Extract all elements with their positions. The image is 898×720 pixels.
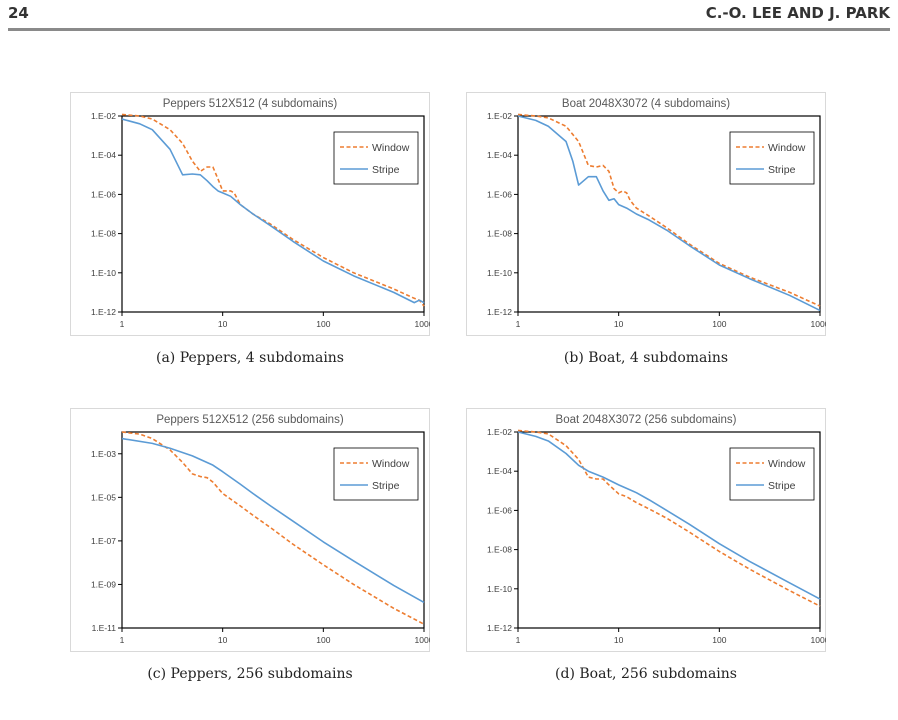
plot-area: [517, 115, 821, 313]
series-line-window: [121, 113, 425, 307]
plot-area: [517, 431, 821, 629]
chart-title: Boat 2048X3072 (4 subdomains): [562, 98, 730, 110]
legend-label: Window: [372, 142, 410, 154]
legend-label: Window: [372, 458, 410, 470]
chart-title: Peppers 512X512 (256 subdomains): [156, 414, 343, 426]
x-tick-label: 1000: [415, 319, 430, 329]
y-tick-label: 1.E-04: [91, 150, 116, 160]
x-tick-label: 1000: [415, 635, 430, 645]
y-tick-label: 1.E-03: [91, 449, 116, 459]
chart-title: Peppers 512X512 (4 subdomains): [163, 98, 338, 110]
y-tick-label: 1.E-04: [487, 466, 512, 476]
legend-label: Window: [768, 458, 806, 470]
y-tick-label: 1.E-08: [91, 229, 116, 239]
y-tick-label: 1.E-10: [91, 268, 116, 278]
y-tick-label: 1.E-02: [487, 427, 512, 437]
series-line-stripe: [121, 118, 425, 304]
page-header: 24 C.-O. LEE AND J. PARK: [0, 0, 898, 40]
legend-label: Stripe: [372, 164, 400, 176]
chart-area: [466, 92, 826, 336]
x-tick-label: 10: [218, 635, 228, 645]
plot-area: [121, 115, 425, 313]
y-tick-label: 1.E-06: [487, 189, 512, 199]
y-tick-label: 1.E-08: [487, 229, 512, 239]
x-tick-label: 100: [316, 319, 330, 329]
x-tick-label: 10: [218, 319, 228, 329]
y-tick-label: 1.E-07: [91, 536, 116, 546]
y-tick-label: 1.E-06: [487, 505, 512, 515]
chart-panel: Boat 2048X3072 (4 subdomains) 1.E-02 1.E-0…: [466, 92, 826, 366]
y-tick-label: 1.E-11: [92, 623, 117, 633]
y-tick-label: 1.E-10: [487, 584, 512, 594]
legend: [333, 447, 419, 501]
page-number: 24: [8, 4, 29, 22]
x-tick-label: 100: [316, 635, 330, 645]
series-line-stripe: [517, 115, 821, 312]
y-tick-label: 1.E-10: [487, 268, 512, 278]
chart-panel: Boat 2048X3072 (256 subdomains) 1.E-02 1.E…: [466, 408, 826, 682]
y-tick-label: 1.E-02: [487, 111, 512, 121]
plot-area: [121, 431, 425, 629]
y-tick-label: 1.E-12: [91, 307, 116, 317]
series-line-window: [517, 113, 821, 307]
y-tick-label: 1.E-12: [487, 623, 512, 633]
legend-label: Stripe: [768, 480, 796, 492]
running-head: C.-O. LEE AND J. PARK: [705, 4, 890, 22]
chart: Peppers 512X512 (256 subdomains) 1.E-03 1.…: [70, 408, 430, 652]
x-tick-label: 1000: [811, 319, 826, 329]
figure-caption: (b) Boat, 4 subdomains: [563, 350, 729, 366]
legend: [729, 447, 815, 501]
y-tick-label: 1.E-12: [487, 307, 512, 317]
figure-caption: (d) Boat, 256 subdomains: [555, 666, 737, 682]
series-line-stripe: [517, 431, 821, 600]
x-tick-label: 10: [614, 635, 624, 645]
legend-label: Stripe: [768, 164, 796, 176]
y-tick-label: 1.E-09: [91, 579, 116, 589]
x-tick-label: 100: [712, 319, 726, 329]
y-tick-label: 1.E-05: [91, 492, 116, 502]
chart-title: Boat 2048X3072 (256 subdomains): [556, 414, 737, 426]
legend: [333, 131, 419, 185]
chart: Boat 2048X3072 (4 subdomains) 1.E-02 1.E-0…: [466, 92, 826, 336]
chart: Peppers 512X512 (4 subdomains) 1.E-02 1.E-…: [70, 92, 430, 336]
x-tick-label: 1: [120, 635, 125, 645]
chart: Boat 2048X3072 (256 subdomains) 1.E-02 1.E…: [466, 408, 826, 652]
legend: [729, 131, 815, 185]
y-tick-label: 1.E-06: [91, 189, 116, 199]
y-tick-label: 1.E-08: [487, 545, 512, 555]
y-tick-label: 1.E-04: [487, 150, 512, 160]
figure-caption: (c) Peppers, 256 subdomains: [147, 666, 353, 682]
x-tick-label: 10: [614, 319, 624, 329]
legend-label: Window: [768, 142, 806, 154]
x-tick-label: 1: [516, 319, 521, 329]
series-line-stripe: [121, 437, 425, 604]
x-tick-label: 1000: [811, 635, 826, 645]
legend-label: Stripe: [372, 480, 400, 492]
x-tick-label: 100: [712, 635, 726, 645]
y-tick-label: 1.E-02: [91, 111, 116, 121]
chart-panel: Peppers 512X512 (4 subdomains) 1.E-02 1.E-…: [70, 92, 430, 366]
chart-area: [70, 408, 430, 652]
chart-area: [70, 92, 430, 336]
header-rule: [8, 28, 890, 31]
figure-caption: (a) Peppers, 4 subdomains: [156, 350, 344, 366]
chart-area: [466, 408, 826, 652]
x-tick-label: 1: [120, 319, 125, 329]
x-tick-label: 1: [516, 635, 521, 645]
chart-panel: Peppers 512X512 (256 subdomains) 1.E-03 1.…: [70, 408, 430, 682]
series-line-window: [517, 429, 821, 607]
